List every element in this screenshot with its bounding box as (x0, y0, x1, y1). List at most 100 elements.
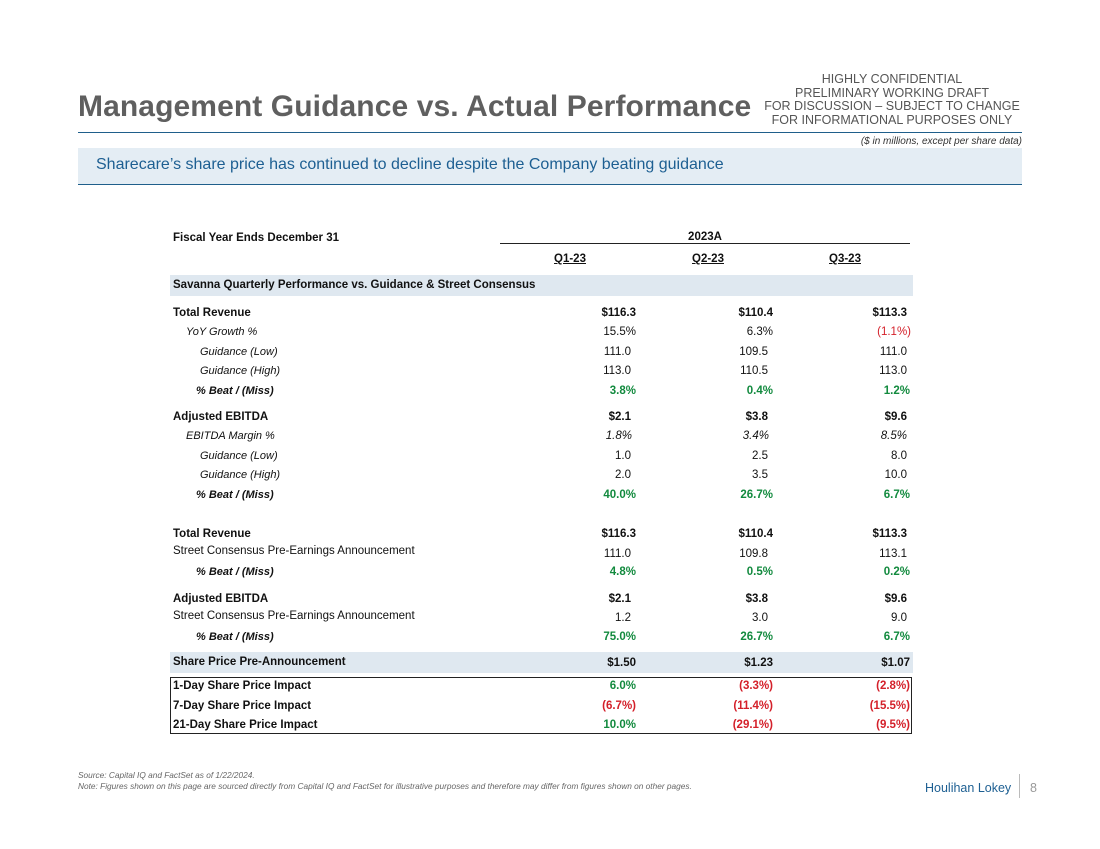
confidential-line: PRELIMINARY WORKING DRAFT (794, 85, 989, 100)
cell-q1: $116.3 (601, 307, 636, 319)
row-label: % Beat / (Miss) (196, 489, 274, 501)
cell-q3: (2.8%) (876, 680, 910, 692)
page-number: 8 (1030, 781, 1037, 795)
cell-q3: 6.7% (883, 631, 910, 643)
column-header-q3: Q3-23 (829, 253, 861, 265)
cell-q2: 3.4% (742, 430, 769, 442)
cell-q2: 0.5% (746, 566, 773, 578)
cell-q1: 1.8% (605, 430, 632, 442)
period-underline (500, 243, 910, 244)
share-price-impact-box (170, 677, 912, 734)
page-title: Management Guidance vs. Actual Performan… (78, 90, 752, 123)
confidential-line: FOR DISCUSSION – SUBJECT TO CHANGE (764, 99, 1020, 113)
cell-q2: (29.1%) (732, 719, 773, 731)
cell-q2: 109.8 (739, 548, 768, 560)
row-label: 7-Day Share Price Impact (173, 700, 312, 712)
row-label: Guidance (Low) (200, 346, 278, 358)
period-header: 2023A (688, 231, 722, 243)
cell-q1: 111.0 (603, 346, 631, 358)
column-header-q1: Q1-23 (554, 253, 586, 265)
cell-q1: 40.0% (603, 489, 636, 501)
cell-q3: 1.2% (883, 385, 910, 397)
cell-q1: 111.0 (603, 548, 631, 560)
cell-q3: $1.07 (881, 657, 910, 669)
fiscal-year-label: Fiscal Year Ends December 31 (173, 232, 339, 244)
cell-q3: (15.5%) (869, 700, 910, 712)
cell-q3: 10.0 (884, 469, 907, 481)
cell-q2: $110.4 (738, 528, 773, 540)
footnote: Source: Capital IQ and FactSet as of 1/2… (78, 770, 692, 791)
cell-q1: 113.0 (603, 365, 631, 377)
cell-q1: 3.8% (609, 385, 636, 397)
cell-q2: $3.8 (745, 411, 768, 423)
confidential-line: HIGHLY CONFIDENTIAL (821, 72, 963, 86)
cell-q2: 109.5 (739, 346, 768, 358)
cell-q3: (9.5%) (876, 719, 910, 731)
row-label: % Beat / (Miss) (196, 631, 274, 643)
cell-q3: 111.0 (879, 346, 907, 358)
cell-q3: 8.5% (880, 430, 907, 442)
cell-q1: 1.2 (615, 612, 631, 624)
cell-q1: $1.50 (607, 657, 636, 669)
cell-q2: 26.7% (740, 631, 773, 643)
row-label: Total Revenue (173, 528, 251, 540)
row-label: Adjusted EBITDA (173, 593, 269, 605)
cell-q3: $9.6 (884, 593, 907, 605)
footer-divider (1019, 774, 1020, 798)
cell-q1: $2.1 (608, 593, 631, 605)
cell-q1: 2.0 (615, 469, 631, 481)
cell-q2: 2.5 (752, 450, 768, 462)
cell-q3: $113.3 (872, 307, 907, 319)
section-header-band (170, 275, 913, 296)
row-label: Street Consensus Pre-Earnings Announceme… (173, 610, 415, 622)
source-note: Source: Capital IQ and FactSet as of 1/2… (78, 770, 255, 780)
cell-q3: $9.6 (884, 411, 907, 423)
cell-q2: $1.23 (744, 657, 773, 669)
cell-q2: 26.7% (740, 489, 773, 501)
row-label: % Beat / (Miss) (196, 385, 274, 397)
row-label: Adjusted EBITDA (173, 411, 269, 423)
cell-q3: 9.0 (891, 612, 907, 624)
cell-q1: (6.7%) (602, 700, 636, 712)
cell-q1: 15.5% (603, 326, 636, 338)
share-price-band (170, 652, 913, 673)
cell-q2: 110.5 (740, 365, 768, 377)
cell-q1: $2.1 (608, 411, 631, 423)
cell-q2: $110.4 (738, 307, 773, 319)
row-label: 1-Day Share Price Impact (173, 680, 312, 692)
cell-q3: 6.7% (883, 489, 910, 501)
cell-q2: (3.3%) (739, 680, 773, 692)
confidentiality-notice: HIGHLY CONFIDENTIAL PRELIMINARY WORKING … (760, 72, 1024, 127)
row-label: Guidance (High) (200, 365, 281, 377)
row-label: EBITDA Margin % (186, 430, 275, 442)
cell-q2: 3.5 (752, 469, 768, 481)
row-label: Guidance (High) (200, 469, 281, 481)
row-label: YoY Growth % (186, 326, 258, 338)
cell-q1: 4.8% (609, 566, 636, 578)
cell-q1: $116.3 (601, 528, 636, 540)
row-label: Street Consensus Pre-Earnings Announceme… (173, 545, 415, 557)
cell-q3: (1.1%) (877, 326, 911, 338)
cell-q2: 3.0 (752, 612, 768, 624)
cell-q1: 75.0% (603, 631, 636, 643)
cell-q2: 0.4% (746, 385, 773, 397)
cell-q3: $113.3 (872, 528, 907, 540)
cell-q3: 0.2% (883, 566, 910, 578)
row-label: Guidance (Low) (200, 450, 278, 462)
row-label: % Beat / (Miss) (196, 566, 274, 578)
row-label: Share Price Pre-Announcement (173, 656, 346, 668)
cell-q3: 113.0 (879, 365, 907, 377)
cell-q2: 6.3% (746, 326, 773, 338)
cell-q3: 113.1 (879, 548, 907, 560)
cell-q3: 8.0 (891, 450, 907, 462)
title-divider (78, 132, 1022, 133)
cell-q2: $3.8 (745, 593, 768, 605)
confidential-line: FOR INFORMATIONAL PURPOSES ONLY (771, 112, 1013, 127)
row-label: Total Revenue (173, 307, 251, 319)
cell-q1: 1.0 (615, 450, 631, 462)
brand-name: Houlihan Lokey (925, 781, 1012, 795)
cell-q1: 6.0% (609, 680, 636, 692)
section-header: Savanna Quarterly Performance vs. Guidan… (173, 279, 536, 291)
cell-q2: (11.4%) (733, 700, 773, 712)
disclaimer-note: Note: Figures shown on this page are sou… (78, 780, 692, 791)
